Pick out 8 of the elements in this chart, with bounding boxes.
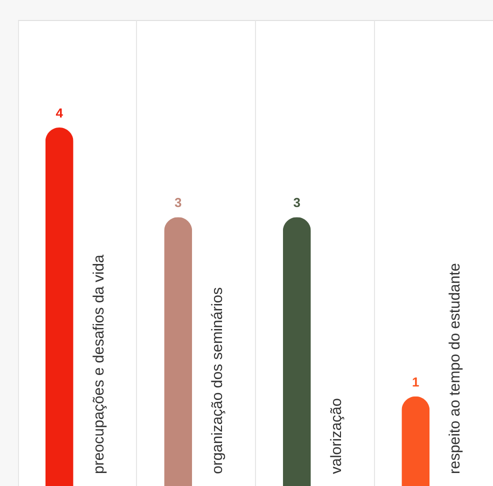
- x-tick-label: preocupações e desafios da vida: [90, 254, 108, 474]
- x-tick-label: respeito ao tempo do estudante: [446, 263, 464, 474]
- x-tick-label: organização dos seminários: [209, 287, 226, 474]
- data-label: 3: [174, 195, 182, 210]
- data-label: 3: [293, 195, 300, 210]
- data-label: 4: [56, 106, 64, 121]
- x-tick-label: valorização: [328, 398, 345, 474]
- data-label: 1: [412, 374, 420, 390]
